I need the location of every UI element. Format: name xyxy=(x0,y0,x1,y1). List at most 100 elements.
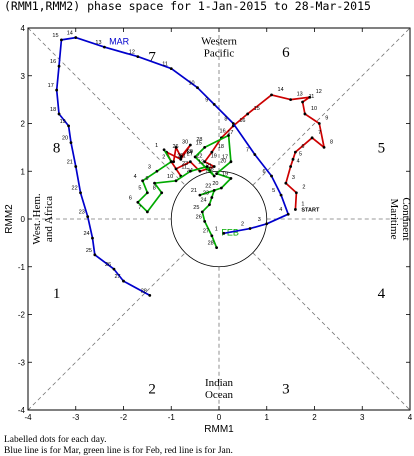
day-label: 22 xyxy=(196,154,202,160)
day-point xyxy=(212,165,216,168)
day-point xyxy=(322,145,326,149)
day-point xyxy=(212,174,216,178)
day-label: 17 xyxy=(222,155,228,161)
day-label: 20 xyxy=(220,158,226,164)
x-tick-label: -1 xyxy=(168,413,176,422)
series-jan: 1234567891011121314151617181920212223242… xyxy=(165,87,333,211)
series-mar: 1234567891011121314151617181920212223242… xyxy=(48,31,290,297)
day-label: 2 xyxy=(302,185,305,191)
day-label: 9 xyxy=(205,97,208,103)
day-point xyxy=(122,279,125,283)
day-point xyxy=(136,200,140,204)
day-point xyxy=(203,219,207,223)
day-label: 2 xyxy=(162,155,165,161)
day-point xyxy=(145,191,149,195)
x-tick-label: 3 xyxy=(360,413,365,422)
day-point xyxy=(310,136,314,140)
day-label: 11 xyxy=(309,94,315,100)
day-point xyxy=(103,45,106,49)
day-label: 16 xyxy=(239,118,245,124)
day-point xyxy=(155,169,159,173)
day-point xyxy=(215,246,219,250)
day-label: 14 xyxy=(67,31,73,37)
day-label: 7 xyxy=(246,148,249,154)
day-point xyxy=(212,188,216,192)
day-point xyxy=(172,160,176,164)
day-label: 19 xyxy=(222,171,228,177)
phase-dividers xyxy=(27,27,411,411)
day-point xyxy=(169,160,173,164)
x-tick-label: -2 xyxy=(120,413,128,422)
day-point xyxy=(210,150,214,154)
day-label: 13 xyxy=(297,92,303,98)
day-point xyxy=(91,236,94,240)
day-label: 4 xyxy=(134,174,137,180)
footer-line-1: Labelled dots for each day. xyxy=(4,434,107,445)
day-label: 23 xyxy=(182,161,188,167)
day-label: 23 xyxy=(79,210,85,216)
day-label: 15 xyxy=(52,33,58,39)
phase-label-2: 2 xyxy=(148,382,156,398)
day-point xyxy=(198,193,202,197)
day-label: 17 xyxy=(48,83,54,89)
day-point xyxy=(69,141,73,145)
phase-label-4: 4 xyxy=(378,286,386,302)
y-tick-label: 0 xyxy=(21,215,26,224)
day-point xyxy=(136,55,140,59)
day-label: 8 xyxy=(330,139,333,145)
day-label: 4 xyxy=(279,207,282,213)
day-point xyxy=(286,212,290,216)
day-point xyxy=(231,122,235,125)
x-tick-label: 1 xyxy=(265,413,270,422)
day-point xyxy=(270,93,273,97)
day-label: 26 xyxy=(105,262,111,268)
day-point xyxy=(148,294,152,297)
day-point xyxy=(160,191,164,195)
day-point xyxy=(294,191,298,195)
day-label: 28 xyxy=(208,241,214,247)
day-point xyxy=(294,150,297,154)
day-point xyxy=(174,179,178,183)
day-point xyxy=(112,267,116,271)
phase-label-5: 5 xyxy=(378,140,386,156)
day-label: 21 xyxy=(67,159,73,165)
day-label: 19 xyxy=(60,119,66,125)
day-point xyxy=(246,112,250,116)
y-tick-label: -3 xyxy=(18,358,26,367)
phase-label-6: 6 xyxy=(282,45,290,61)
day-label: 5 xyxy=(272,188,275,194)
day-point xyxy=(229,177,233,180)
start-annotation: START xyxy=(301,207,320,213)
day-point xyxy=(153,181,156,185)
day-label: 27 xyxy=(115,274,121,280)
day-label: 25 xyxy=(86,248,92,254)
day-point xyxy=(265,222,269,226)
day-point xyxy=(294,208,297,211)
day-point xyxy=(303,112,307,116)
day-point xyxy=(179,155,183,159)
day-point xyxy=(169,67,173,70)
day-label: 14 xyxy=(278,87,284,93)
day-point xyxy=(198,169,202,173)
day-point xyxy=(279,193,283,197)
divider-diag-bl xyxy=(27,252,186,411)
day-label: 18 xyxy=(208,167,214,173)
chart-title: (RMM1,RMM2) phase space for 1-Jan-2015 t… xyxy=(4,0,371,13)
day-point xyxy=(219,186,223,190)
day-label: 11 xyxy=(181,164,187,170)
day-label: 27 xyxy=(203,229,209,235)
day-label: 21 xyxy=(191,188,197,194)
series-line-feb xyxy=(136,134,232,249)
x-tick-label: -4 xyxy=(24,413,32,422)
phase-label-3: 3 xyxy=(282,382,290,398)
day-point xyxy=(57,112,61,116)
day-label: 18 xyxy=(218,144,224,150)
day-label: 7 xyxy=(138,205,141,211)
day-point xyxy=(203,145,207,149)
day-label: 11 xyxy=(162,62,168,68)
y-tick-label: 2 xyxy=(21,120,26,129)
